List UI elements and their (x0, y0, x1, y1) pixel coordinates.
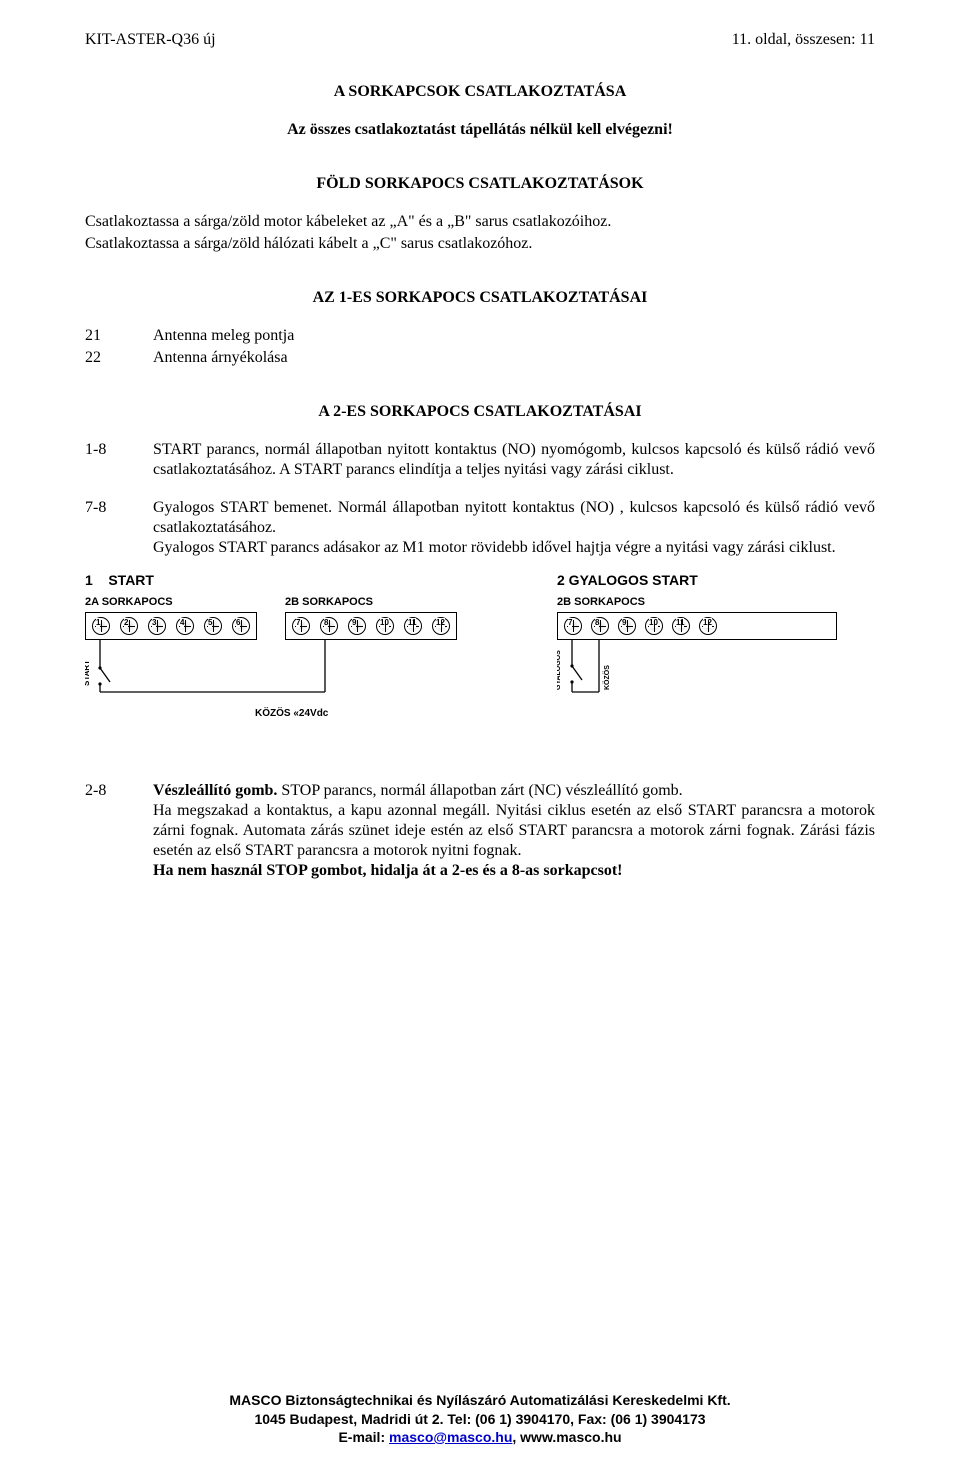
terminal2-item-1-8: 1-8 START parancs, normál állapotban nyi… (85, 440, 875, 480)
item-num: 7-8 (85, 498, 153, 558)
section-terminal2: A 2-ES SORKAPOCS CSATLAKOZTATÁSAI 1-8 ST… (85, 402, 875, 558)
diagram-head-2: 2 GYALOGOS START (557, 572, 837, 590)
item-text: Antenna meleg pontja (153, 326, 875, 346)
lead-rest: STOP parancs, normál állapotban zárt (NC… (277, 782, 682, 799)
diagram-col-start: 1 START 2A SORKAPOCS 1 2 3 4 5 6 2B SORK… (85, 572, 525, 721)
section-ground: FÖLD SORKAPOCS CSATLAKOZTATÁSOK Csatlako… (85, 174, 875, 254)
diagram-head-1: 1 START (85, 572, 525, 590)
screw-icon: 7 (292, 617, 310, 635)
item-num: 22 (85, 348, 153, 368)
screw-label: 12 (703, 618, 712, 628)
screw-label: 9 (622, 618, 626, 628)
screw-icon: 5 (204, 617, 222, 635)
section-ground-p1: Csatlakoztassa a sárga/zöld motor kábele… (85, 212, 875, 232)
item-text: Vészleállító gomb. STOP parancs, normál … (153, 781, 875, 801)
screw-label: 3 (152, 618, 156, 628)
section-ground-heading: FÖLD SORKAPOCS CSATLAKOZTATÁSOK (85, 174, 875, 194)
item-text: Gyalogos START parancs adásakor az M1 mo… (153, 538, 875, 558)
terminal2-item-2-8: 2-8 Vészleállító gomb. STOP parancs, nor… (85, 781, 875, 881)
item-num: 21 (85, 326, 153, 346)
section-terminal1: AZ 1-ES SORKAPOCS CSATLAKOZTATÁSAI 21 An… (85, 288, 875, 368)
main-subtitle: Az összes csatlakoztatást tápellátás nél… (85, 120, 875, 140)
item-num: 1-8 (85, 440, 153, 480)
screw-label: 1 (96, 618, 100, 628)
screw-label: 12 (436, 618, 445, 628)
screw-label: 7 (296, 618, 300, 628)
section-terminal1-heading: AZ 1-ES SORKAPOCS CSATLAKOZTATÁSAI (85, 288, 875, 308)
wiring-diagram: 1 START 2A SORKAPOCS 1 2 3 4 5 6 2B SORK… (85, 572, 875, 721)
screw-icon: 9 (618, 617, 636, 635)
item-text: Gyalogos START bemenet. Normál állapotba… (153, 498, 875, 538)
label-gyalogos: GYALOGOS (557, 650, 562, 690)
diagram-col-gyalogos: 2 GYALOGOS START 2B SORKAPOCS 7 8 9 10 1… (557, 572, 837, 706)
screw-icon: 8 (591, 617, 609, 635)
footer-email-link[interactable]: masco@masco.hu (389, 1429, 512, 1445)
screw-icon: 12 (432, 617, 450, 635)
terminal1-item-22: 22 Antenna árnyékolása (85, 348, 875, 368)
screw-label: 2 (124, 618, 128, 628)
screw-icon: 10 (376, 617, 394, 635)
screw-icon: 4 (176, 617, 194, 635)
screw-icon: 12 (699, 617, 717, 635)
screw-icon: 11 (672, 617, 690, 635)
screw-label: 9 (352, 618, 356, 628)
terminal1-item-21: 21 Antenna meleg pontja (85, 326, 875, 346)
terminal2-item-7-8: 7-8 Gyalogos START bemenet. Normál állap… (85, 498, 875, 558)
screw-label: 8 (595, 618, 599, 628)
screw-label: 11 (676, 618, 684, 628)
screw-icon: 2 (120, 617, 138, 635)
footer-line3: E-mail: masco@masco.hu, www.masco.hu (0, 1428, 960, 1446)
page-header: KIT-ASTER-Q36 új 11. oldal, összesen: 11 (85, 30, 875, 50)
screw-label: 4 (180, 618, 184, 628)
header-left: KIT-ASTER-Q36 új (85, 30, 216, 50)
item-text: START parancs, normál állapotban nyitott… (153, 440, 875, 480)
screw-icon: 8 (320, 617, 338, 635)
screw-label: 11 (408, 618, 416, 628)
screw-label: 10 (380, 618, 389, 628)
screw-icon: 6 (232, 617, 250, 635)
page-footer: MASCO Biztonságtechnikai és Nyílászáró A… (0, 1391, 960, 1446)
section-ground-p2: Csatlakoztassa a sárga/zöld hálózati káb… (85, 234, 875, 254)
item-text: Ha megszakad a kontaktus, a kapu azonnal… (153, 801, 875, 861)
footer-line1: MASCO Biztonságtechnikai és Nyílászáró A… (0, 1391, 960, 1409)
item-text-bold: Ha nem használ STOP gombot, hidalja át a… (153, 861, 875, 881)
wiring-svg-2: GYALOGOS KÖZÖS (557, 640, 757, 706)
screw-label: 8 (324, 618, 328, 628)
screw-icon: 11 (404, 617, 422, 635)
screw-icon: 1 (92, 617, 110, 635)
item-text: Antenna árnyékolása (153, 348, 875, 368)
item-num: 2-8 (85, 781, 153, 881)
diagram-sub-2a: 2A SORKAPOCS (85, 596, 257, 610)
footer-line3a: E-mail: (338, 1429, 389, 1445)
diagram-sub-2b: 2B SORKAPOCS (285, 596, 457, 610)
diagram-sub-2b-2: 2B SORKAPOCS (557, 596, 837, 610)
screw-icon: 3 (148, 617, 166, 635)
terminal-block-2a: 1 2 3 4 5 6 (85, 612, 257, 640)
screw-label: 7 (568, 618, 572, 628)
screw-label: 10 (649, 618, 658, 628)
footer-line2: 1045 Budapest, Madridi út 2. Tel: (06 1)… (0, 1410, 960, 1428)
screw-icon: 7 (564, 617, 582, 635)
header-right: 11. oldal, összesen: 11 (732, 30, 875, 50)
terminal-block-2b-2: 7 8 9 10 11 12 (557, 612, 837, 640)
screw-label: 5 (208, 618, 212, 628)
screw-label: 6 (236, 618, 240, 628)
main-title: A SORKAPCSOK CSATLAKOZTATÁSA (85, 82, 875, 102)
terminal-block-2b: 7 8 9 10 11 12 (285, 612, 457, 640)
section-terminal2-heading: A 2-ES SORKAPOCS CSATLAKOZTATÁSAI (85, 402, 875, 422)
label-start: START (85, 660, 91, 686)
bold-lead: Vészleállító gomb. (153, 782, 277, 799)
screw-icon: 9 (348, 617, 366, 635)
label-kozos: KÖZÖS (602, 665, 611, 690)
screw-icon: 10 (645, 617, 663, 635)
kozos-label: KÖZÖS «24Vdc (255, 708, 525, 721)
wiring-svg-1: START (85, 640, 525, 704)
footer-line3b: , www.masco.hu (512, 1429, 621, 1445)
